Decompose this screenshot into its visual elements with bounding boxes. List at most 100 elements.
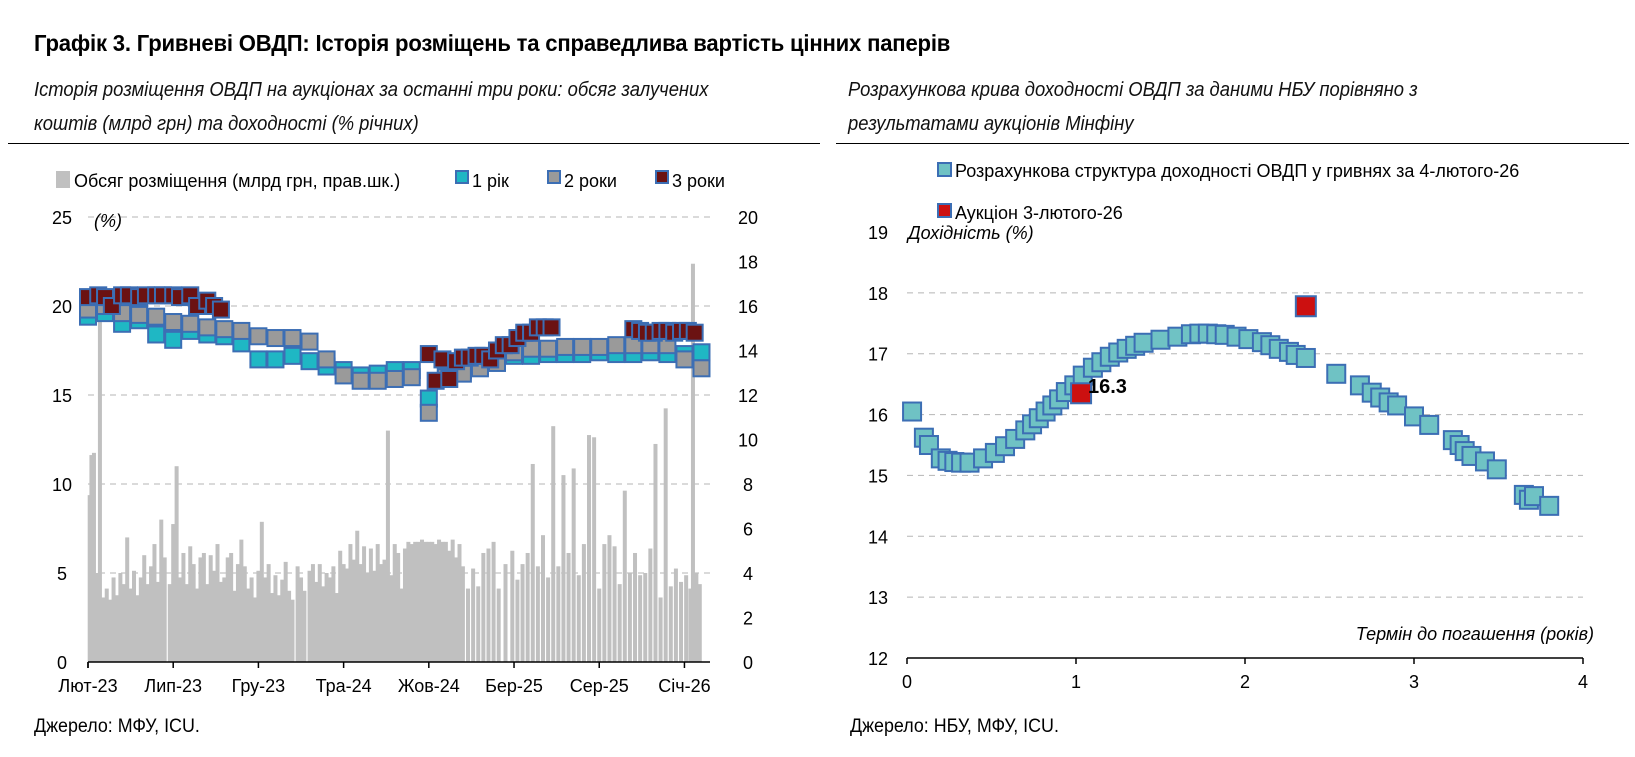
volume-bar: [345, 568, 350, 662]
volume-bar: [443, 541, 448, 662]
volume-bar: [607, 535, 612, 662]
volume-bar: [638, 575, 643, 662]
x-tick-label: Жов-24: [398, 676, 460, 696]
left-grid: [88, 216, 710, 574]
curve-point: [1268, 338, 1289, 359]
legend-bars: Обсяг розміщення (млрд грн, прав.шк.): [74, 171, 400, 191]
volume-bar: [256, 570, 261, 662]
right-subtitle-line-1: Розрахункова крива доходності ОВДП за да…: [848, 79, 1418, 101]
two-year-point: [590, 337, 609, 356]
right-source: Джерело: НБУ, МФУ, ICU.: [850, 716, 1059, 737]
volume-bar: [348, 544, 353, 662]
curve-point: [1513, 484, 1534, 505]
volume-bar: [440, 541, 445, 662]
x-tick-label: Бер-25: [485, 676, 543, 696]
two-year-point: [130, 305, 149, 324]
volume-bar: [546, 577, 551, 662]
left-y-tick: 15: [52, 386, 72, 406]
volume-bar: [145, 584, 150, 662]
curve-point: [1150, 329, 1171, 350]
volume-bar: [389, 575, 394, 662]
volume-bar: [159, 519, 164, 662]
curve-point: [1238, 329, 1259, 350]
volume-bar: [673, 568, 678, 662]
volume-bar: [249, 577, 254, 662]
curve-point: [1005, 428, 1026, 449]
volume-bar: [413, 541, 418, 662]
one-year-point: [249, 350, 268, 369]
volume-bar: [195, 588, 200, 662]
curve-point: [937, 450, 958, 471]
left-source: Джерело: МФУ, ICU.: [34, 716, 200, 737]
placement-history-chart: 0 5 10 15 20 25 0 2 4 6 8 10 12 14 16 18 20 Лют-23 Лип-23 Г…: [52, 170, 758, 696]
right-divider: [836, 143, 1629, 144]
volume-bar: [246, 588, 251, 662]
volume-bar: [627, 573, 632, 662]
x-tick-label: 0: [902, 672, 912, 692]
x-tick-label: 4: [1578, 672, 1588, 692]
volume-bar: [208, 555, 213, 662]
volume-bar: [694, 573, 699, 662]
volume-bar: [535, 566, 540, 662]
x-tick-label: Тра-24: [316, 676, 372, 696]
x-tick-label: Лют-23: [58, 676, 117, 696]
right-subtitle-line-2: результатами аукціонів Мінфіну: [848, 113, 1134, 135]
volume-bar: [218, 581, 223, 662]
three-year-point: [440, 369, 459, 388]
volume-bar: [132, 570, 137, 662]
volume-bar: [416, 541, 421, 662]
volume-bar: [622, 490, 627, 662]
y-tick-label: 14: [868, 527, 888, 547]
volume-bar: [581, 544, 586, 662]
left-subtitle-line-1: Історія розміщення ОВДП на аукціонах за …: [34, 79, 709, 101]
curve-point: [1449, 435, 1470, 455]
curve-point: [1167, 326, 1188, 347]
curve-point: [1099, 346, 1120, 367]
legend-2y: 2 роки: [564, 171, 617, 191]
volume-bar: [253, 597, 258, 662]
volume-bar: [331, 566, 336, 662]
volume-bar: [201, 552, 206, 662]
one-year-point: [266, 350, 285, 369]
curve-point: [1419, 414, 1440, 435]
volume-bar: [101, 597, 106, 662]
volume-bar: [690, 263, 695, 662]
two-year-point: [385, 369, 404, 388]
curve-point: [1349, 375, 1370, 396]
volume-bar: [104, 588, 109, 662]
x-tick-label: 3: [1409, 672, 1419, 692]
auction-point: [1294, 295, 1317, 318]
volume-bar: [617, 584, 622, 662]
auction-annotation: 16.3: [1088, 376, 1127, 398]
curve-point: [1028, 408, 1049, 429]
volume-bar: [97, 301, 102, 662]
volume-bar: [426, 541, 431, 662]
volume-bar: [338, 550, 343, 662]
volume-bar: [481, 552, 486, 662]
volume-bar: [167, 584, 172, 662]
y-tick-label: 13: [868, 588, 888, 608]
left-axes: [87, 661, 710, 668]
two-year-point: [539, 339, 558, 358]
three-year-point: [211, 300, 230, 319]
legend-1y: 1 рік: [472, 171, 509, 191]
curve-point: [1260, 335, 1281, 356]
volume-bar: [118, 573, 123, 662]
volume-bar: [299, 577, 304, 662]
volume-bar: [525, 552, 530, 662]
two-year-point: [164, 313, 183, 332]
two-year-point: [334, 366, 353, 385]
curve-point: [1326, 363, 1347, 384]
legend-swatch-2y: [547, 170, 561, 184]
one-year-point: [283, 346, 302, 365]
curve-point: [1133, 332, 1154, 353]
curve-point: [984, 442, 1005, 463]
curve-point: [995, 436, 1016, 457]
volume-bar: [242, 566, 247, 662]
volume-bar: [612, 546, 617, 662]
left-subtitle-line-2: коштів (млрд грн) та доходності (% річни…: [34, 113, 419, 135]
curve-point: [1108, 342, 1129, 363]
volume-bar: [520, 564, 525, 662]
two-year-point: [402, 368, 421, 387]
y-tick-label: 16: [868, 406, 888, 426]
